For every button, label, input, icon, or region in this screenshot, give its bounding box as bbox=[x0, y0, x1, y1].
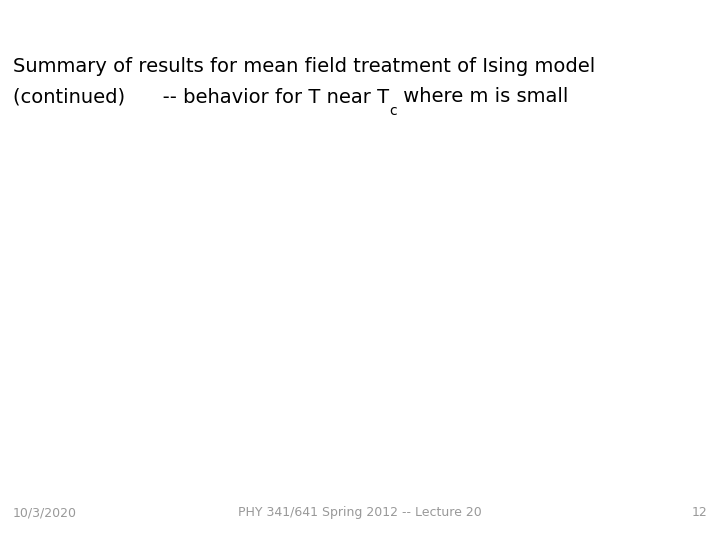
Text: 10/3/2020: 10/3/2020 bbox=[13, 507, 77, 519]
Text: c: c bbox=[389, 104, 397, 118]
Text: Summary of results for mean field treatment of Ising model: Summary of results for mean field treatm… bbox=[13, 57, 595, 76]
Text: 12: 12 bbox=[691, 507, 707, 519]
Text: (continued)      -- behavior for T near T: (continued) -- behavior for T near T bbox=[13, 87, 389, 106]
Text: PHY 341/641 Spring 2012 -- Lecture 20: PHY 341/641 Spring 2012 -- Lecture 20 bbox=[238, 507, 482, 519]
Text: where m is small: where m is small bbox=[397, 87, 568, 106]
